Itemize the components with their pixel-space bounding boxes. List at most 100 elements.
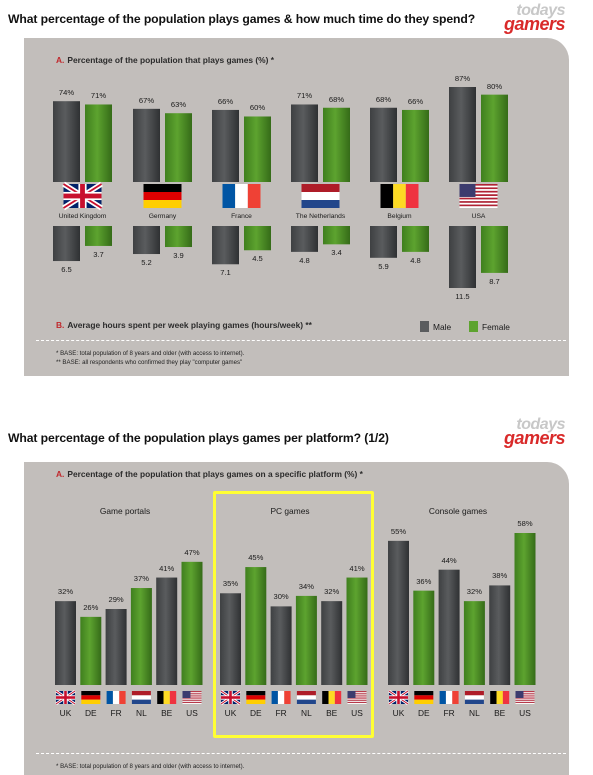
bar-b-female-label: 8.7 (489, 276, 500, 286)
todays-gamers-logo-1: todays gamers (495, 2, 566, 33)
bar-nl-g2 (463, 601, 485, 685)
bar-platform-label: 35% (222, 579, 239, 589)
bar-b-female-be (402, 226, 429, 252)
bar-platform-label: 32% (57, 587, 74, 597)
bar-a-male-de (133, 108, 160, 182)
bar-platform-label: 34% (298, 581, 314, 591)
country-code-label: US (519, 708, 531, 718)
bar-b-female-label: 4.8 (410, 255, 421, 265)
country-name-label: Belgium (387, 213, 412, 220)
country-code-label: NL (136, 708, 147, 718)
pc-games-highlight-box (213, 491, 374, 738)
bar-a-male-label: 74% (58, 88, 75, 98)
bar-a-female-us (481, 94, 508, 182)
bar-a-male-nl (291, 104, 318, 182)
country-name-label: USA (471, 213, 486, 220)
bar-a-male-us (449, 87, 476, 182)
bar-us-g2 (514, 533, 536, 685)
bar-uk-g2 (388, 540, 409, 685)
flag-uk-icon (220, 689, 241, 706)
flag-fr-icon (439, 691, 459, 704)
bar-platform-label: 44% (441, 555, 457, 565)
bar-fr-g2 (438, 569, 460, 685)
bar-b-female-label: 3.9 (173, 251, 184, 261)
bar-b-male-nl (291, 226, 318, 252)
country-code-label: NL (301, 708, 312, 718)
legend-female: Female (469, 321, 510, 332)
country-code-label: BE (494, 708, 506, 718)
footnote-1a: * BASE: total population of 8 years and … (56, 350, 245, 357)
bar-a-male-label: 68% (375, 94, 392, 104)
bar-de-g1 (245, 567, 267, 685)
bar-platform-label: 26% (83, 602, 99, 612)
country-code-label: US (186, 708, 198, 718)
bar-a-male-label: 67% (138, 95, 155, 105)
bar-b-male-label: 11.5 (455, 292, 470, 301)
bar-platform-label: 55% (390, 526, 407, 536)
country-name-label: Germany (148, 213, 177, 220)
flag-us-icon (347, 691, 367, 704)
bar-a-male-uk (53, 101, 80, 182)
bar-platform-label: 32% (466, 587, 482, 597)
country-name-label: United Kingdom (58, 213, 107, 220)
bar-us-g1 (346, 577, 368, 685)
bar-b-male-be (370, 226, 397, 258)
bar-platform-label: 47% (184, 547, 200, 557)
legend-female-swatch (469, 321, 478, 332)
logo-top-text: todays (516, 2, 565, 19)
flag-fr-icon (271, 691, 291, 704)
bar-be-g0 (156, 577, 178, 685)
bar-nl-g1 (295, 595, 317, 685)
flag-uk-icon (55, 689, 76, 706)
flag-nl-icon (296, 691, 316, 704)
platform-group-title: Game portals (99, 506, 151, 516)
flag-uk-icon (388, 689, 409, 706)
flag-fr-icon (106, 691, 126, 704)
bar-b-male-us (449, 226, 476, 288)
bar-uk-g1 (220, 593, 241, 685)
bar-platform-label: 58% (517, 519, 533, 528)
country-code-label: UK (392, 708, 405, 718)
bar-de-g2 (413, 590, 435, 685)
flag-nl-icon (301, 184, 340, 208)
section-a-label-2: A. Percentage of the population that play… (56, 469, 363, 479)
bar-platform-label: 36% (416, 576, 432, 586)
country-name-label: The Netherlands (295, 213, 346, 220)
flag-nl-icon (131, 691, 151, 704)
country-code-label: US (351, 708, 363, 718)
bar-b-female-de (165, 226, 192, 248)
flag-de-icon (143, 184, 182, 208)
page-title-2: What percentage of the population plays … (8, 431, 389, 445)
bar-a-female-label: 71% (90, 91, 107, 101)
bar-b-male-label: 5.9 (378, 261, 389, 271)
bar-de-g0 (80, 616, 102, 685)
bar-a-male-label: 87% (454, 74, 471, 83)
legend-male: Male (420, 321, 451, 332)
bar-b-female-label: 3.4 (331, 248, 342, 258)
country-code-label: DE (417, 708, 430, 718)
country-code-label: BE (326, 708, 338, 718)
bar-a-male-label: 71% (296, 91, 313, 101)
bar-a-female-fr (244, 116, 271, 182)
flag-be-icon (322, 691, 342, 704)
country-code-label: FR (275, 708, 287, 718)
section-a-label-1: A. Percentage of the population that play… (56, 55, 274, 65)
country-name-label: France (231, 213, 252, 220)
bar-platform-label: 41% (159, 563, 175, 573)
bar-b-male-label: 5.2 (141, 258, 152, 268)
legend-male-swatch (420, 321, 429, 332)
bar-us-g0 (181, 561, 203, 685)
bar-a-male-be (370, 107, 397, 182)
bar-platform-label: 29% (108, 595, 124, 604)
bar-a-female-be (402, 109, 429, 182)
bar-b-female-uk (85, 226, 112, 246)
flag-be-icon (490, 691, 510, 704)
section-b-label: B. Average hours spent per week playing g… (56, 320, 312, 330)
bar-fr-g1 (270, 606, 292, 685)
logo-top-text: todays (516, 416, 565, 433)
bar-a-female-label: 80% (486, 81, 503, 91)
page-title-1: What percentage of the population plays … (8, 12, 476, 26)
flag-de-icon (246, 691, 266, 704)
footnote-1b: ** BASE: all respondents who confirmed t… (56, 359, 243, 366)
flag-de-icon (81, 691, 101, 704)
